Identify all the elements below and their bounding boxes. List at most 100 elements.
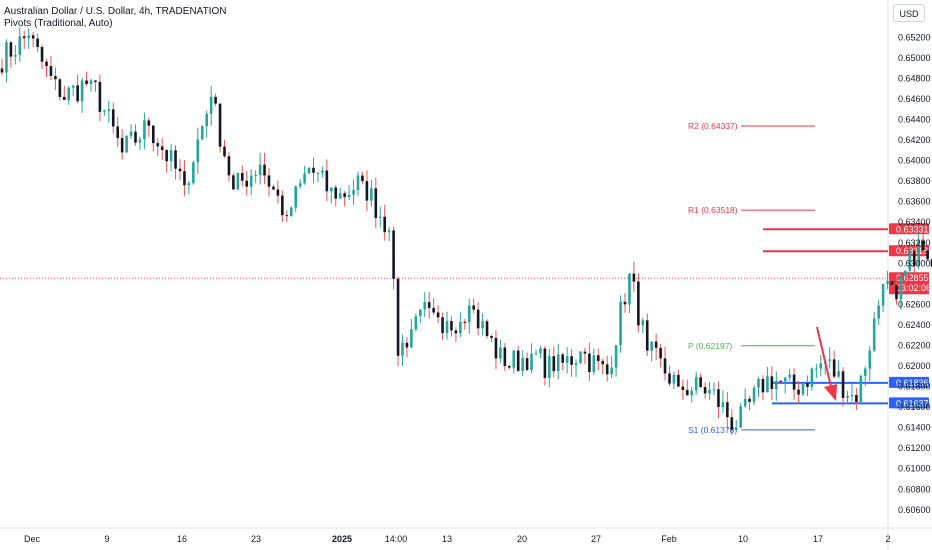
candle-body — [410, 329, 413, 348]
price-label-text: 0.61836 — [896, 378, 929, 388]
candle — [912, 242, 916, 275]
candle-body — [899, 275, 903, 300]
candle-body — [378, 216, 382, 218]
candle — [841, 367, 845, 407]
candle-body — [236, 173, 240, 190]
candle-body — [770, 376, 774, 390]
annotation-arrow[interactable] — [816, 326, 837, 401]
time-tick-label: 16 — [177, 534, 187, 544]
time-tick-label: 27 — [591, 534, 601, 544]
candle — [601, 358, 605, 375]
candle-body — [525, 358, 529, 371]
candle-body — [174, 150, 177, 169]
currency-button[interactable]: USD — [893, 4, 925, 22]
candle-body — [752, 387, 756, 402]
candle-body — [717, 389, 720, 408]
candle-body — [699, 377, 702, 388]
price-tick-label: 0.64200 — [898, 135, 931, 145]
candle — [739, 402, 742, 429]
arrow-shaft[interactable] — [816, 326, 833, 392]
candle-body — [134, 131, 137, 143]
candle-body — [877, 305, 880, 319]
candle — [610, 355, 613, 379]
candle-body — [330, 187, 333, 192]
candle-body — [334, 187, 338, 199]
candle-body — [285, 215, 289, 217]
arrow-head[interactable] — [824, 383, 837, 401]
indicator-label[interactable]: Pivots (Traditional, Auto) — [4, 18, 113, 29]
candle-body — [0, 68, 4, 73]
candle-body — [14, 55, 17, 57]
candle-body — [654, 341, 658, 348]
candle-body — [565, 356, 569, 363]
candle-body — [254, 175, 257, 177]
candle — [592, 348, 596, 376]
candle — [396, 276, 400, 367]
candle-body — [209, 96, 213, 114]
candle-body — [797, 389, 800, 395]
candle-body — [401, 342, 404, 356]
candle — [111, 102, 115, 134]
candle — [783, 376, 787, 394]
candle — [152, 125, 155, 152]
candle-body — [806, 382, 809, 387]
candle-body — [516, 350, 520, 371]
price-axis[interactable]: 0.65200 0.65000 0.64800 0.64600 0.64400 0.642… — [898, 32, 931, 515]
candle-body — [503, 347, 507, 367]
candle — [200, 125, 204, 141]
candle-body — [930, 259, 932, 267]
candle — [120, 128, 124, 160]
candle-body — [445, 321, 449, 334]
horizontal-levels[interactable]: 0.633310.631180.6285503:02:060.618360.61… — [0, 223, 931, 409]
candle-body — [859, 375, 863, 402]
candle — [361, 171, 364, 185]
candle-body — [726, 402, 729, 418]
candle-body — [63, 96, 66, 100]
price-tick-label: 0.65200 — [898, 32, 931, 42]
candle — [908, 242, 912, 282]
candle-body — [419, 309, 422, 317]
candle-body — [192, 162, 195, 184]
candle — [450, 316, 453, 337]
candle — [810, 367, 814, 391]
candles — [0, 27, 932, 435]
candle-body — [258, 164, 262, 176]
time-axis[interactable]: Dec 9 16 23 2025 14:00 13 20 27 Feb 10 17 2 — [24, 534, 891, 544]
candle-body — [463, 321, 467, 323]
candle — [632, 261, 636, 292]
candle — [770, 366, 774, 401]
pivot-label-s1: S1 (0.61378) — [688, 425, 737, 435]
candle-body — [623, 301, 627, 305]
candle-body — [361, 175, 364, 182]
candle — [174, 145, 177, 180]
candle — [374, 177, 378, 229]
candle — [143, 112, 146, 150]
candle-body — [67, 87, 71, 100]
candle — [726, 391, 729, 430]
candle — [316, 172, 320, 183]
price-label-box — [889, 397, 929, 409]
candle — [556, 343, 560, 380]
candle-body — [49, 66, 53, 76]
candle — [423, 292, 427, 318]
candle-body — [476, 309, 480, 329]
candle-body — [459, 321, 462, 334]
candle — [325, 159, 329, 202]
candle — [303, 165, 306, 185]
candle-body — [169, 150, 173, 162]
candle — [467, 298, 471, 334]
candle — [565, 347, 569, 374]
candle-body — [815, 368, 818, 370]
candle — [721, 390, 725, 413]
price-tick-label: 0.62400 — [898, 320, 931, 330]
candle-body — [321, 170, 324, 173]
candle — [187, 180, 191, 195]
candle — [717, 381, 720, 419]
candle-body — [530, 353, 533, 371]
candle-body — [312, 167, 315, 173]
price-tick-label: 0.64400 — [898, 115, 931, 125]
candle — [837, 360, 840, 379]
price-tick-label: 0.63600 — [898, 197, 931, 207]
